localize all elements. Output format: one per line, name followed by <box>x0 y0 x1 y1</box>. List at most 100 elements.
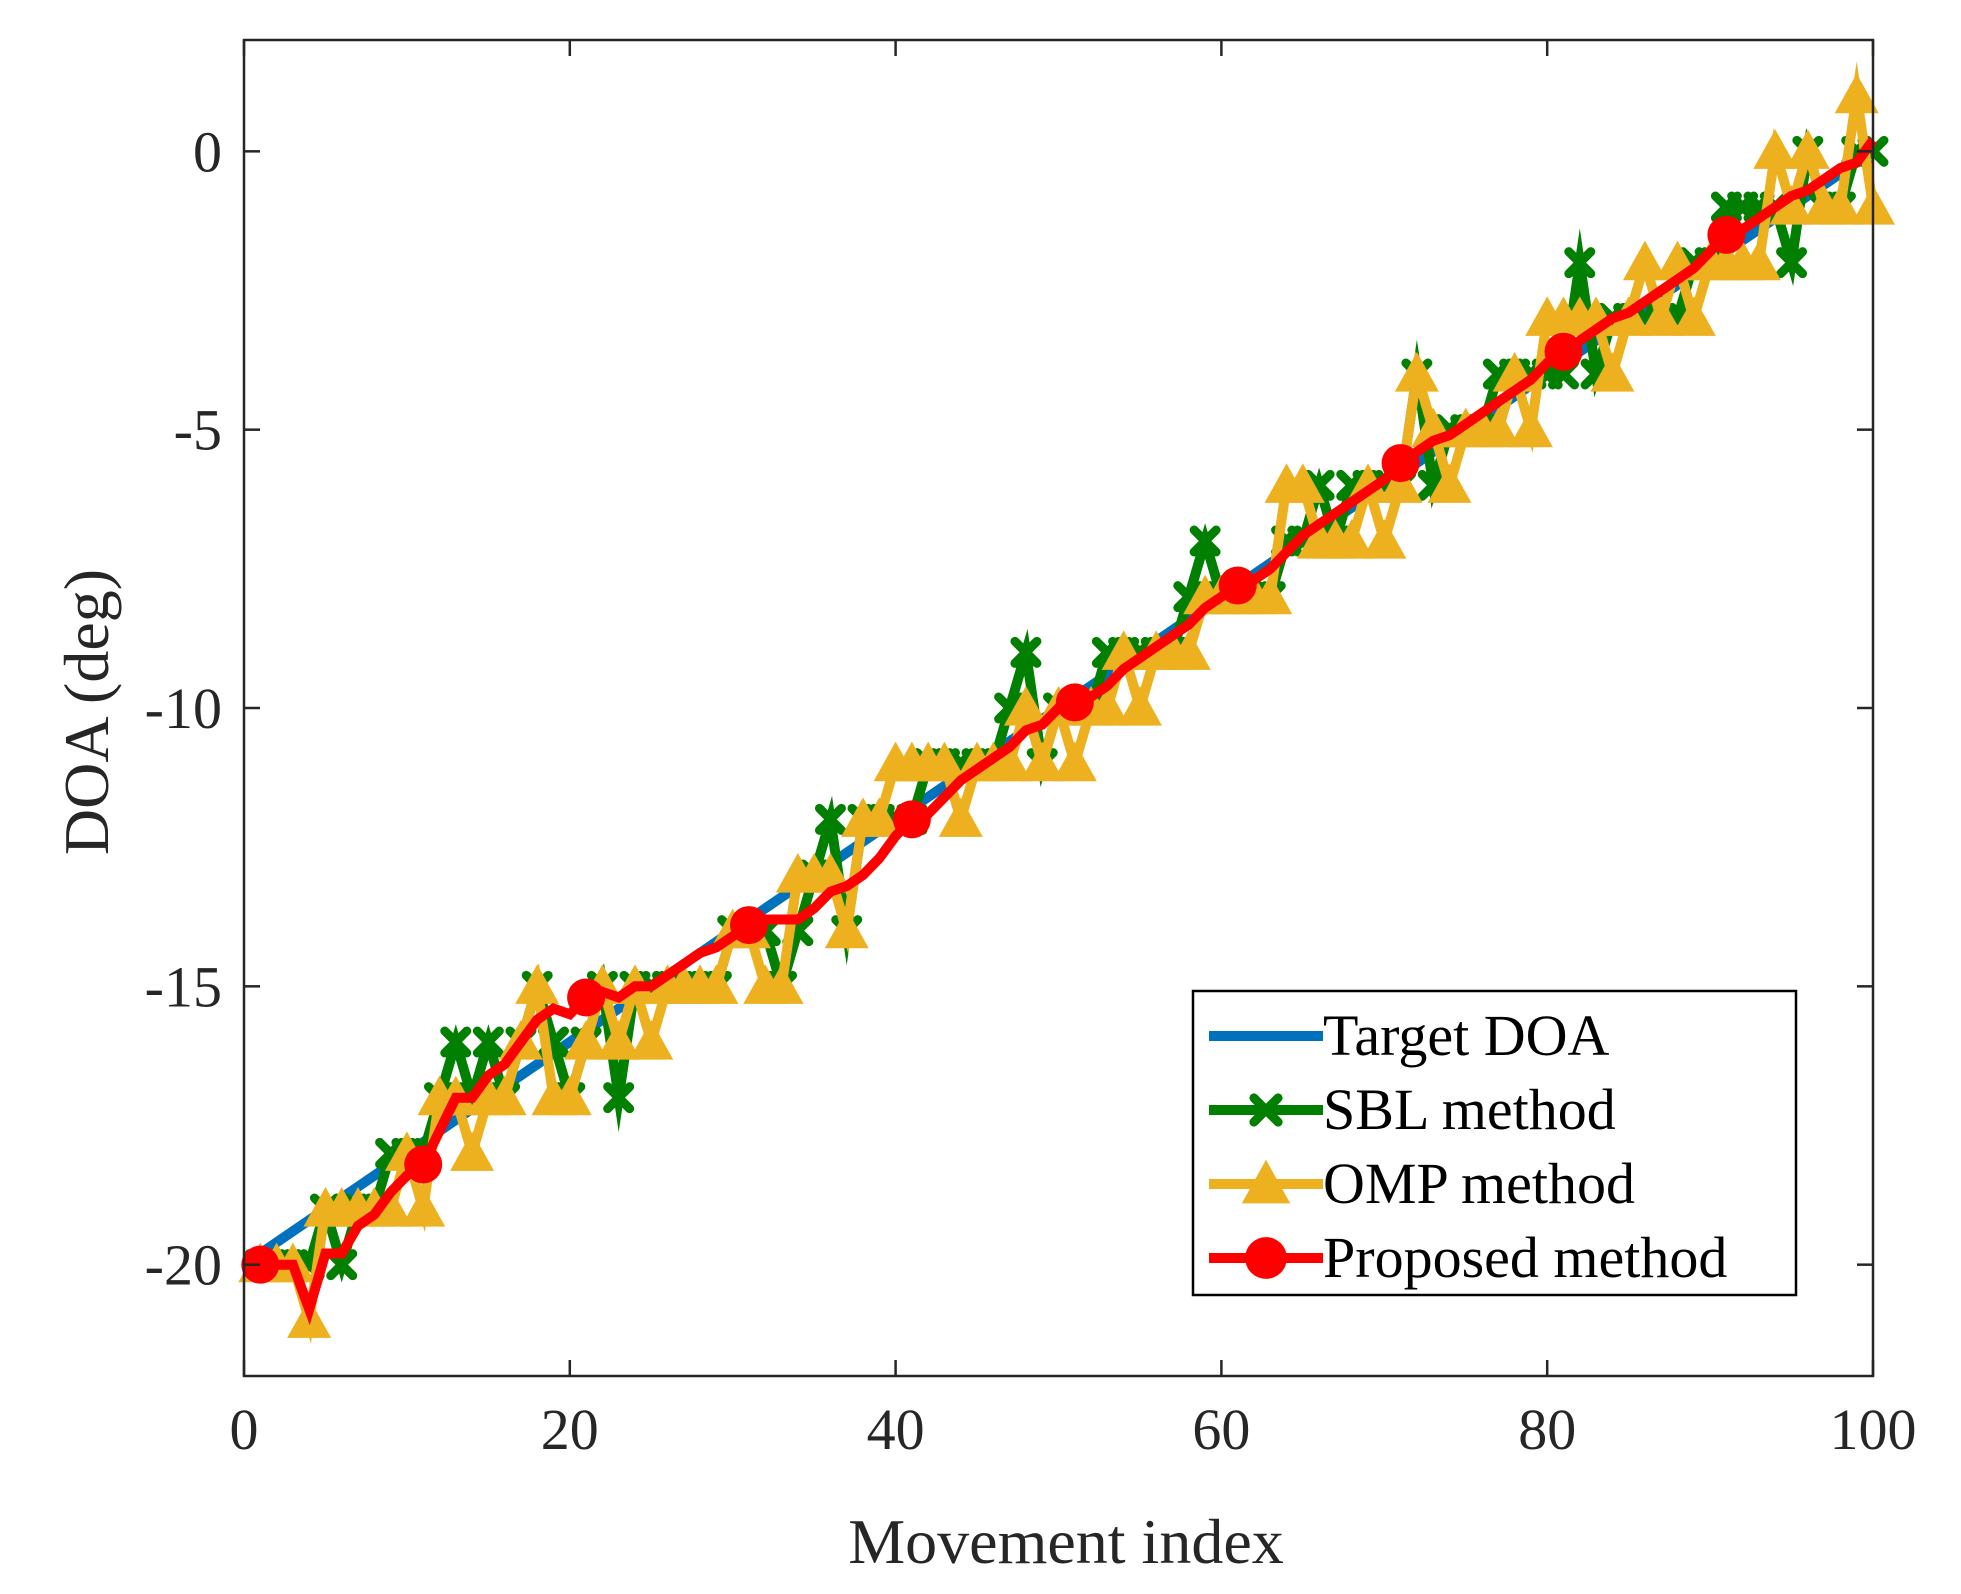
sbl-method-point-95 <box>1776 247 1808 279</box>
proposed-method-point-61 <box>1218 566 1257 605</box>
omp-method-point-11 <box>401 1187 446 1227</box>
y-tick-label: -15 <box>145 954 222 1019</box>
omp-method-point-29 <box>694 964 739 1004</box>
omp-method-point-43 <box>922 741 967 782</box>
proposed-method-point-71 <box>1381 444 1420 483</box>
omp-method-point-48 <box>1003 686 1048 726</box>
omp-method-point-20 <box>547 1075 592 1116</box>
omp-method-point-14 <box>450 1131 495 1171</box>
x-tick-label: 80 <box>1518 1397 1576 1462</box>
sbl-method-point-82-stroke-b <box>1564 247 1596 279</box>
legend-label-target-doa: Target DOA <box>1323 1003 1610 1068</box>
omp-method-point-18 <box>515 964 560 1004</box>
sbl-method-point-48 <box>1010 636 1042 668</box>
legend-marker-proposed-method <box>1245 1237 1287 1279</box>
omp-method-point-47 <box>987 741 1032 782</box>
omp-method-point-21 <box>564 1020 609 1060</box>
proposed-method-point-21 <box>567 978 606 1017</box>
omp-method-point-96 <box>1785 129 1830 169</box>
omp-method-point-86 <box>1622 240 1667 281</box>
omp-method-point-63 <box>1248 574 1293 615</box>
sbl-method-point-13-stroke-b <box>440 1026 472 1058</box>
sbl-method-point-48-stroke-b <box>1010 636 1042 668</box>
omp-method-point-74 <box>1427 463 1472 503</box>
sbl-method-point-15 <box>472 1026 504 1058</box>
series-proposed-method <box>241 137 1878 1326</box>
legend-label-omp-method: OMP method <box>1323 1151 1635 1216</box>
sbl-method-point-82 <box>1564 247 1596 279</box>
omp-method-point-37 <box>824 908 869 949</box>
omp-method-point-94 <box>1753 129 1798 169</box>
legend-item-omp-method: OMP method <box>1209 1151 1635 1216</box>
omp-method-point-23 <box>596 1020 641 1060</box>
legend-marker-sbl-method <box>1249 1093 1283 1127</box>
proposed-method-point-81 <box>1544 332 1583 371</box>
omp-method-point-68 <box>1329 519 1374 559</box>
legend: Target DOA SBL method OMP method Proposed m… <box>1191 989 1798 1297</box>
omp-method-line <box>260 61 1878 1344</box>
legend-label-sbl-method: SBL method <box>1323 1077 1616 1142</box>
omp-method-point-70 <box>1362 519 1407 559</box>
legend-marker-omp-method <box>1241 1159 1291 1204</box>
sbl-method-point-58-stroke-b <box>1173 581 1205 613</box>
sbl-method-point-73-stroke-b <box>1417 469 1449 501</box>
omp-method-point-55 <box>1117 686 1162 726</box>
omp-method-point-77 <box>1476 407 1521 448</box>
omp-method-point-65 <box>1280 463 1325 503</box>
omp-method-point-99 <box>1834 73 1879 114</box>
x-tick-label: 40 <box>867 1397 925 1462</box>
omp-method-point-44 <box>938 797 983 837</box>
x-axis-title: Movement index <box>848 1506 1283 1577</box>
legend-item-sbl-method: SBL method <box>1209 1077 1616 1142</box>
x-tick-label: 60 <box>1192 1397 1250 1462</box>
y-tick-label: -5 <box>174 398 222 463</box>
omp-method-point-58 <box>1166 630 1211 670</box>
omp-method-point-33 <box>759 964 804 1004</box>
omp-method-point-9 <box>368 1187 413 1227</box>
omp-method-point-93 <box>1736 240 1781 281</box>
omp-method-point-49 <box>1020 741 1065 782</box>
omp-method-point-25 <box>629 1020 674 1060</box>
x-tick-label: 20 <box>541 1397 599 1462</box>
y-tick-label: 0 <box>193 119 222 184</box>
x-tick-label: 0 <box>230 1397 259 1462</box>
omp-method-point-72 <box>1394 352 1439 392</box>
sbl-method-point-15-stroke-b <box>472 1026 504 1058</box>
proposed-method-point-51 <box>1055 683 1094 722</box>
sbl-method-point-6-stroke-b <box>326 1249 358 1281</box>
omp-method-point-98 <box>1818 185 1863 225</box>
legend-box <box>1191 989 1798 1297</box>
legend-item-proposed-method: Proposed method <box>1209 1225 1727 1290</box>
sbl-method-point-59 <box>1189 525 1221 557</box>
y-tick-label: -20 <box>145 1233 222 1298</box>
omp-method-point-51 <box>1052 741 1097 782</box>
omp-method-point-16 <box>482 1075 527 1116</box>
omp-method-point-95 <box>1769 185 1814 225</box>
omp-method-point-87 <box>1639 296 1684 336</box>
proposed-method-point-91 <box>1707 215 1746 254</box>
omp-method-point-84 <box>1590 352 1635 392</box>
legend-label-proposed-method: Proposed method <box>1323 1225 1727 1290</box>
legend-marker-sbl-method-stroke-b <box>1249 1093 1283 1127</box>
legend-item-target-doa: Target DOA <box>1209 1003 1610 1068</box>
omp-method-point-79 <box>1508 407 1553 448</box>
sbl-method-point-36 <box>814 803 846 835</box>
omp-method-point-89 <box>1671 296 1716 336</box>
y-axis-title: DOA (deg) <box>51 569 122 855</box>
sbl-method-point-13 <box>440 1026 472 1058</box>
sbl-method-point-59-stroke-b <box>1189 525 1221 557</box>
proposed-method-point-1 <box>241 1245 280 1284</box>
y-tick-label: -10 <box>145 676 222 741</box>
proposed-method-point-31 <box>729 906 768 945</box>
sbl-method-point-47-stroke-b <box>994 692 1026 724</box>
sbl-method-point-23 <box>603 1082 635 1114</box>
sbl-method-point-23-stroke-b <box>603 1082 635 1114</box>
sbl-method-point-83-stroke-b <box>1580 358 1612 390</box>
omp-method-point-39 <box>857 797 902 837</box>
omp-method-point-53 <box>1085 686 1130 726</box>
proposed-method-point-11 <box>404 1145 443 1184</box>
omp-method-point-71 <box>1378 463 1423 503</box>
sbl-method-point-95-stroke-b <box>1776 247 1808 279</box>
sbl-method-point-36-stroke-b <box>814 803 846 835</box>
